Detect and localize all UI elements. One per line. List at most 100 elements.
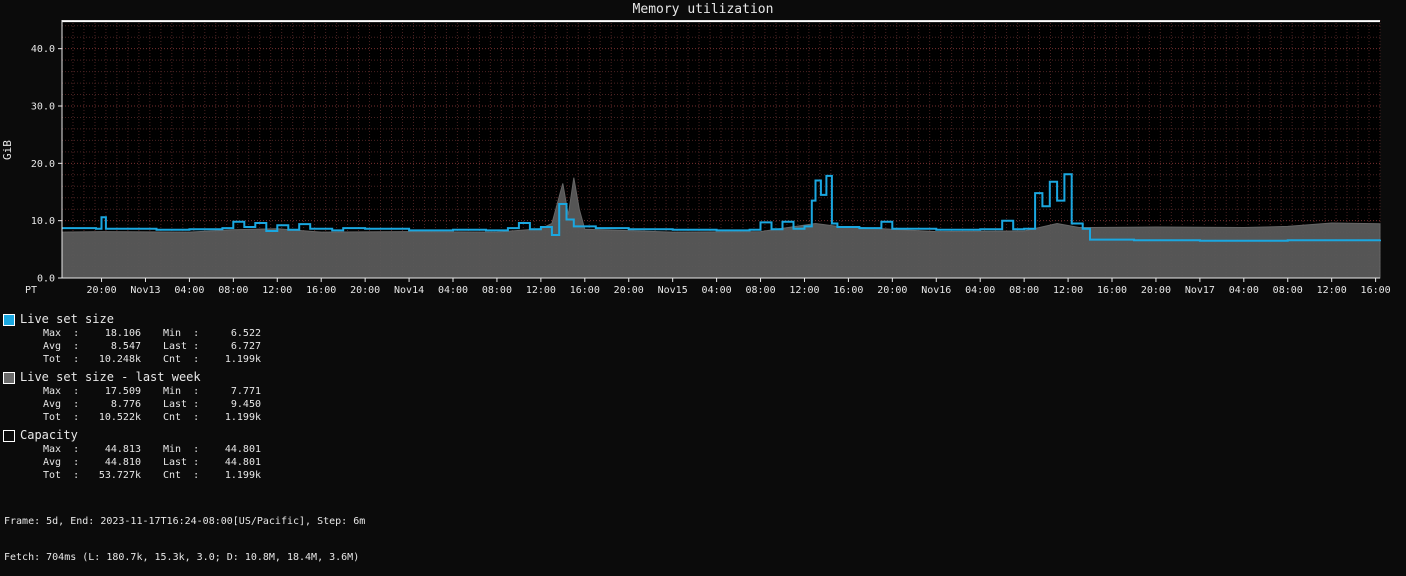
legend-swatch [3,429,15,442]
legend-stat: Last : 44.801 [163,456,283,469]
x-tick-label: 08:00 [1273,285,1303,296]
legend-stats-row: Max : 17.509 Min : 7.771 [3,385,283,398]
legend-stat-label: Avg : [43,457,80,468]
legend-stat-value: 9.450 [230,399,261,410]
y-tick-label: 40.0 [31,44,55,55]
x-tick-label: 04:00 [702,285,732,296]
legend-stat-value: 17.509 [104,386,141,397]
footer-frame-info: Frame: 5d, End: 2023-11-17T16:24-08:00[U… [4,516,366,527]
legend-stat: Last : 6.727 [163,340,283,353]
x-tick-label: 16:00 [1097,285,1127,296]
y-tick-label: 0.0 [37,274,55,285]
y-tick-label: 30.0 [31,102,55,113]
legend-stat: Last : 9.450 [163,398,283,411]
legend-stat-value: 6.727 [230,341,261,352]
x-tick-label: 08:00 [745,285,775,296]
footer-fetch-info: Fetch: 704ms (L: 180.7k, 15.3k, 3.0; D: … [4,552,360,563]
legend-stat: Max : 17.509 [43,385,163,398]
legend-swatch [3,313,15,326]
legend-stat: Tot : 10.522k [43,411,163,424]
legend-stat: Cnt : 1.199k [163,353,283,366]
x-tick-label: 20:00 [86,285,116,296]
legend-stat-label: Min : [163,386,200,397]
legend-stats-row: Max : 18.106 Min : 6.522 [3,327,283,340]
legend-stat: Tot : 53.727k [43,469,163,482]
legend-stats-row: Tot : 10.248k Cnt : 1.199k [3,353,283,366]
legend-stat-label: Cnt : [163,412,200,423]
x-tick-label: 12:00 [526,285,556,296]
x-tick-label: 20:00 [1141,285,1171,296]
x-tick-label: 04:00 [1229,285,1259,296]
legend-stats-row: Avg : 44.810 Last : 44.801 [3,456,283,469]
legend-stats-row: Max : 44.813 Min : 44.801 [3,443,283,456]
legend-entry-header: Capacity [3,428,283,443]
memory-utilization-chart: Memory utilization GiB 0.0 10.0 20.0 30.0 40… [1,2,1391,296]
legend-entry: Live set size Max : 18.106 Min : 6.522 Avg : 8… [3,312,283,366]
x-tick-label: 20:00 [614,285,644,296]
axes: 0.0 10.0 20.0 30.0 40.0 20:00 Nov13 04:00 08:00 1… [31,20,1391,296]
legend-stat-label: Min : [163,328,200,339]
legend-swatch [3,371,15,384]
x-tick-label: 04:00 [438,285,468,296]
x-tick-label: Nov17 [1185,285,1215,296]
legend-stat-value: 44.810 [104,457,141,468]
legend-stat-label: Min : [163,444,200,455]
legend-stat: Max : 18.106 [43,327,163,340]
x-tick-label: 16:00 [1361,285,1391,296]
legend-stat-value: 10.248k [98,354,141,365]
legend-stat: Min : 44.801 [163,443,283,456]
legend-series-name: Live set size [20,312,114,326]
legend-stat-value: 8.776 [110,399,141,410]
legend: Live set size Max : 18.106 Min : 6.522 Avg : 8… [3,312,283,486]
legend-series-name: Live set size - last week [20,370,201,384]
x-tick-label: 16:00 [306,285,336,296]
legend-stat-value: 1.199k [224,470,261,481]
series-area-live-set-size-last-week [61,177,1381,279]
legend-stat-value: 44.801 [224,444,261,455]
x-tick-label: Nov16 [921,285,951,296]
legend-stat-label: Avg : [43,341,80,352]
legend-stat-value: 44.801 [224,457,261,468]
legend-stat: Avg : 8.776 [43,398,163,411]
legend-stat: Avg : 8.547 [43,340,163,353]
legend-stat: Tot : 10.248k [43,353,163,366]
legend-stat-value: 1.199k [224,354,261,365]
legend-stat-value: 10.522k [98,412,141,423]
series-layer [61,20,1381,279]
legend-stat-label: Max : [43,444,80,455]
legend-stat-value: 7.771 [230,386,261,397]
legend-stat: Cnt : 1.199k [163,469,283,482]
legend-stat: Max : 44.813 [43,443,163,456]
legend-stat-label: Last : [163,341,200,352]
legend-stat-value: 1.199k [224,412,261,423]
legend-entry: Live set size - last week Max : 17.509 Min … [3,370,283,424]
legend-stat: Min : 6.522 [163,327,283,340]
legend-stat-label: Tot : [43,470,80,481]
x-tick-label: 20:00 [350,285,380,296]
x-tick-label: 12:00 [262,285,292,296]
legend-stat-value: 8.547 [110,341,141,352]
x-tick-label: 16:00 [570,285,600,296]
x-tick-label: 16:00 [833,285,863,296]
legend-stat: Cnt : 1.199k [163,411,283,424]
x-tick-label: 08:00 [218,285,248,296]
legend-stat: Avg : 44.810 [43,456,163,469]
x-tick-label: 20:00 [877,285,907,296]
legend-stat-label: Cnt : [163,470,200,481]
legend-stats-row: Avg : 8.776 Last : 9.450 [3,398,283,411]
legend-stat-label: Cnt : [163,354,200,365]
x-tick-label: 08:00 [482,285,512,296]
legend-stat-label: Tot : [43,412,80,423]
legend-stat-value: 6.522 [230,328,261,339]
x-tick-label: Nov15 [658,285,688,296]
legend-stat-label: Avg : [43,399,80,410]
x-tick-label: 12:00 [1317,285,1347,296]
legend-stat-label: Last : [163,457,200,468]
legend-series-name: Capacity [20,428,78,442]
legend-entry-header: Live set size - last week [3,370,283,385]
legend-stats-row: Tot : 10.522k Cnt : 1.199k [3,411,283,424]
x-tick-label: Nov14 [394,285,424,296]
chart-title: Memory utilization [633,2,774,17]
legend-stat-value: 53.727k [98,470,141,481]
footer: Frame: 5d, End: 2023-11-17T16:24-08:00[U… [4,492,365,576]
